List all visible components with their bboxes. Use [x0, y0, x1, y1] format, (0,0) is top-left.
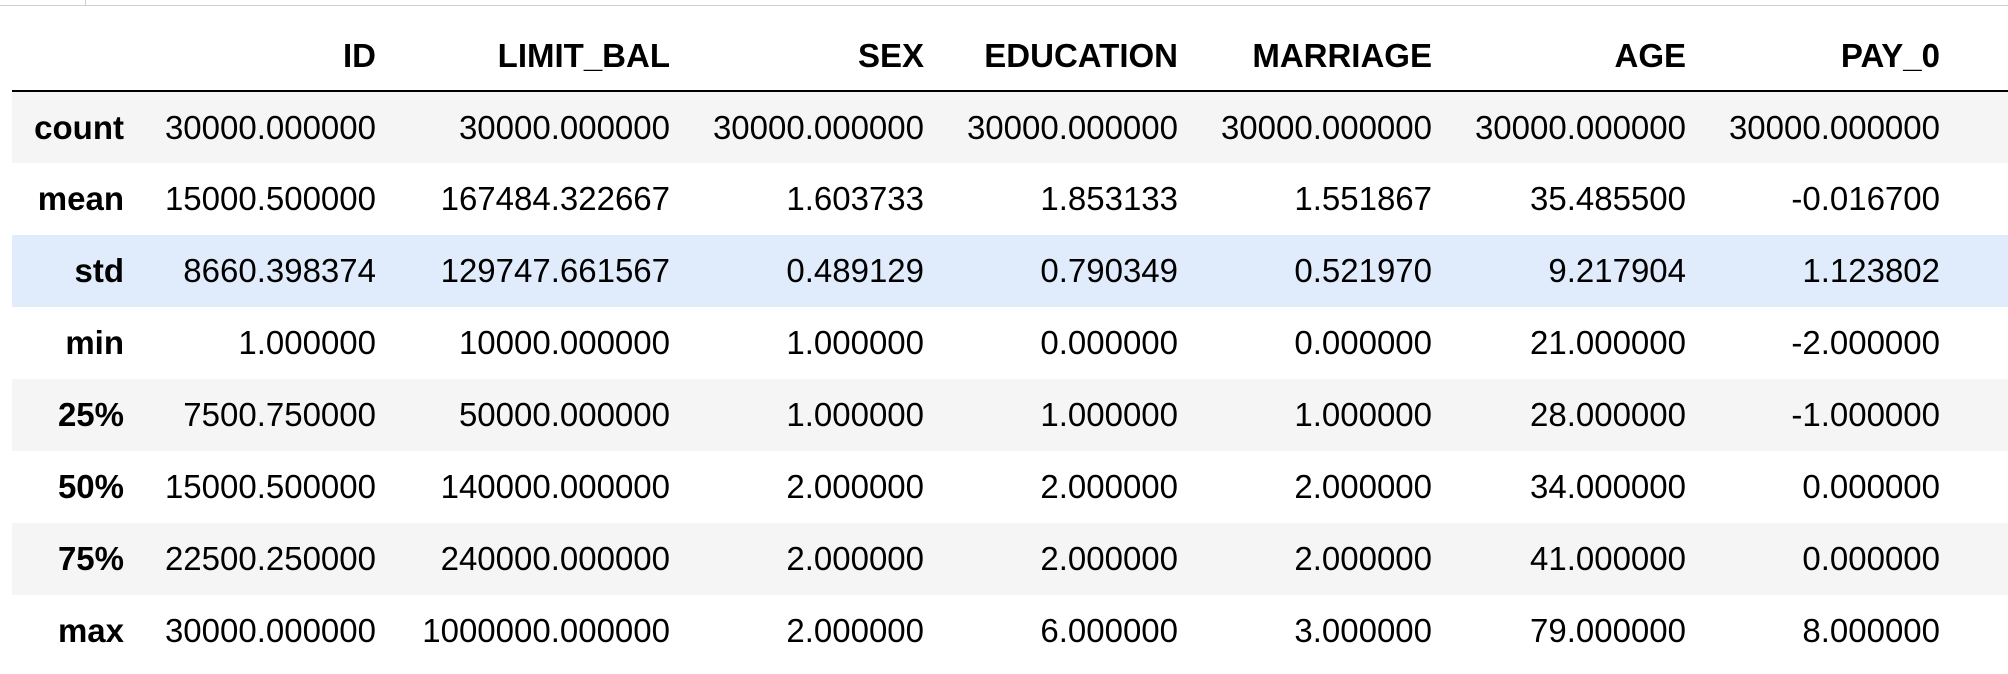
- row-index-label: 25%: [57, 396, 124, 433]
- column-header: LIMIT_BAL: [390, 22, 684, 92]
- table-cell: 30000.000000: [1728, 108, 1940, 146]
- table-cell: 0.790349: [1040, 252, 1178, 289]
- table-cell: 30000.000000: [164, 612, 376, 649]
- table-cell: 1.000000: [786, 396, 924, 433]
- table-cell: 35.485500: [1530, 180, 1686, 217]
- output-area-top-border: [0, 0, 2008, 6]
- row-index-label: 75%: [57, 540, 124, 577]
- table-cell: 3.000000: [1294, 612, 1432, 649]
- table-header: ID LIMIT_BAL SEX EDUCATION MARRIAGE AGE PAY_0: [12, 22, 2008, 92]
- column-header: EDUCATION: [938, 22, 1192, 92]
- table-cell: 21.000000: [1530, 324, 1686, 361]
- table-cell: 8.000000: [1802, 612, 1940, 649]
- table-row: 25% 7500.750000 50000.000000 1.000000 1.0000…: [12, 379, 2008, 451]
- table-cell: 6.000000: [1040, 612, 1178, 649]
- table-body: count 30000.000000 30000.000000 30000.00000…: [12, 91, 2008, 667]
- column-header: SEX: [684, 22, 938, 92]
- table-cell: 2.000000: [786, 540, 924, 577]
- header-row: ID LIMIT_BAL SEX EDUCATION MARRIAGE AGE PAY_0: [12, 22, 2008, 92]
- table-cell: 1.000000: [786, 324, 924, 361]
- table-cell: 22500.250000: [164, 540, 376, 577]
- table-cell: 140000.000000: [440, 468, 670, 505]
- table-cell: 2.000000: [1040, 468, 1178, 505]
- table-cell: [1954, 307, 2008, 379]
- describe-table: ID LIMIT_BAL SEX EDUCATION MARRIAGE AGE PAY_0 …: [12, 22, 2008, 667]
- table-cell: 30000.000000: [1220, 108, 1432, 146]
- index-corner-header: [12, 22, 138, 92]
- table-cell: -2.000000: [1791, 324, 1940, 361]
- table-cell: 15000.500000: [164, 180, 376, 217]
- table-cell: 15000.500000: [164, 468, 376, 505]
- table-cell: 2.000000: [1040, 540, 1178, 577]
- table-cell: [1954, 379, 2008, 451]
- table-row: min 1.000000 10000.000000 1.000000 0.000000 0…: [12, 307, 2008, 379]
- column-header: MARRIAGE: [1192, 22, 1446, 92]
- table-cell: 1.000000: [238, 324, 376, 361]
- table-cell: [1954, 595, 2008, 667]
- table-cell: 30000.000000: [712, 108, 924, 146]
- table-cell: 30000.000000: [966, 108, 1178, 146]
- table-cell: 129747.661567: [440, 252, 670, 289]
- table-cell: 1.123802: [1802, 252, 1940, 289]
- row-index-label: mean: [37, 180, 124, 217]
- table-cell: 10000.000000: [458, 324, 670, 361]
- table-cell: 167484.322667: [440, 180, 670, 217]
- table-cell: 240000.000000: [440, 540, 670, 577]
- row-index-label: max: [57, 612, 124, 649]
- table-cell: 28.000000: [1530, 396, 1686, 433]
- dataframe-output: ID LIMIT_BAL SEX EDUCATION MARRIAGE AGE PAY_0 …: [12, 22, 2008, 674]
- table-cell: 8660.398374: [183, 252, 376, 289]
- table-cell: 50000.000000: [458, 396, 670, 433]
- table-cell: 0.000000: [1040, 324, 1178, 361]
- table-cell: 0.521970: [1294, 252, 1432, 289]
- table-cell: 0.000000: [1294, 324, 1432, 361]
- table-cell: 79.000000: [1530, 612, 1686, 649]
- row-index-label: count: [34, 108, 124, 146]
- column-header: AGE: [1446, 22, 1700, 92]
- prompt-divider: [85, 0, 86, 5]
- table-cell: 1.000000: [1294, 396, 1432, 433]
- table-cell: 7500.750000: [183, 396, 376, 433]
- table-row: mean 15000.500000 167484.322667 1.603733 1.8…: [12, 163, 2008, 235]
- table-cell: 34.000000: [1530, 468, 1686, 505]
- table-cell: 1.551867: [1294, 180, 1432, 217]
- table-cell: 2.000000: [786, 468, 924, 505]
- table-row: 75% 22500.250000 240000.000000 2.000000 2.00…: [12, 523, 2008, 595]
- column-header: ID: [138, 22, 390, 92]
- table-cell: 0.000000: [1802, 540, 1940, 577]
- table-cell: 1.603733: [786, 180, 924, 217]
- row-index-label: 50%: [57, 468, 124, 505]
- table-cell: 2.000000: [1294, 540, 1432, 577]
- table-cell: 1000000.000000: [422, 612, 670, 649]
- row-index-label: std: [74, 252, 125, 289]
- table-cell: [1954, 451, 2008, 523]
- table-row: count 30000.000000 30000.000000 30000.00000…: [12, 91, 2008, 163]
- table-cell: 2.000000: [786, 612, 924, 649]
- table-cell: 1.853133: [1040, 180, 1178, 217]
- table-cell: 30000.000000: [458, 108, 670, 146]
- table-cell: [1954, 163, 2008, 235]
- table-cell: -1.000000: [1791, 396, 1940, 433]
- table-cell: 1.000000: [1040, 396, 1178, 433]
- column-header: [1954, 22, 2008, 92]
- table-row: max 30000.000000 1000000.000000 2.000000 6.0…: [12, 595, 2008, 667]
- table-cell: 9.217904: [1548, 252, 1686, 289]
- table-cell: [1954, 235, 2008, 307]
- table-cell: 0.489129: [786, 252, 924, 289]
- table-cell: 30000.000000: [1474, 108, 1686, 146]
- column-header: PAY_0: [1700, 22, 1954, 92]
- table-cell: 30000.000000: [164, 108, 376, 146]
- table-cell: 0.000000: [1802, 468, 1940, 505]
- table-row: std 8660.398374 129747.661567 0.489129 0.790…: [12, 235, 2008, 307]
- table-cell: 41.000000: [1530, 540, 1686, 577]
- table-cell: -0.016700: [1791, 180, 1940, 217]
- table-row: 50% 15000.500000 140000.000000 2.000000 2.00…: [12, 451, 2008, 523]
- table-cell: 3: [1954, 91, 2008, 163]
- table-cell: 2.000000: [1294, 468, 1432, 505]
- table-cell: [1954, 523, 2008, 595]
- row-index-label: min: [65, 324, 124, 361]
